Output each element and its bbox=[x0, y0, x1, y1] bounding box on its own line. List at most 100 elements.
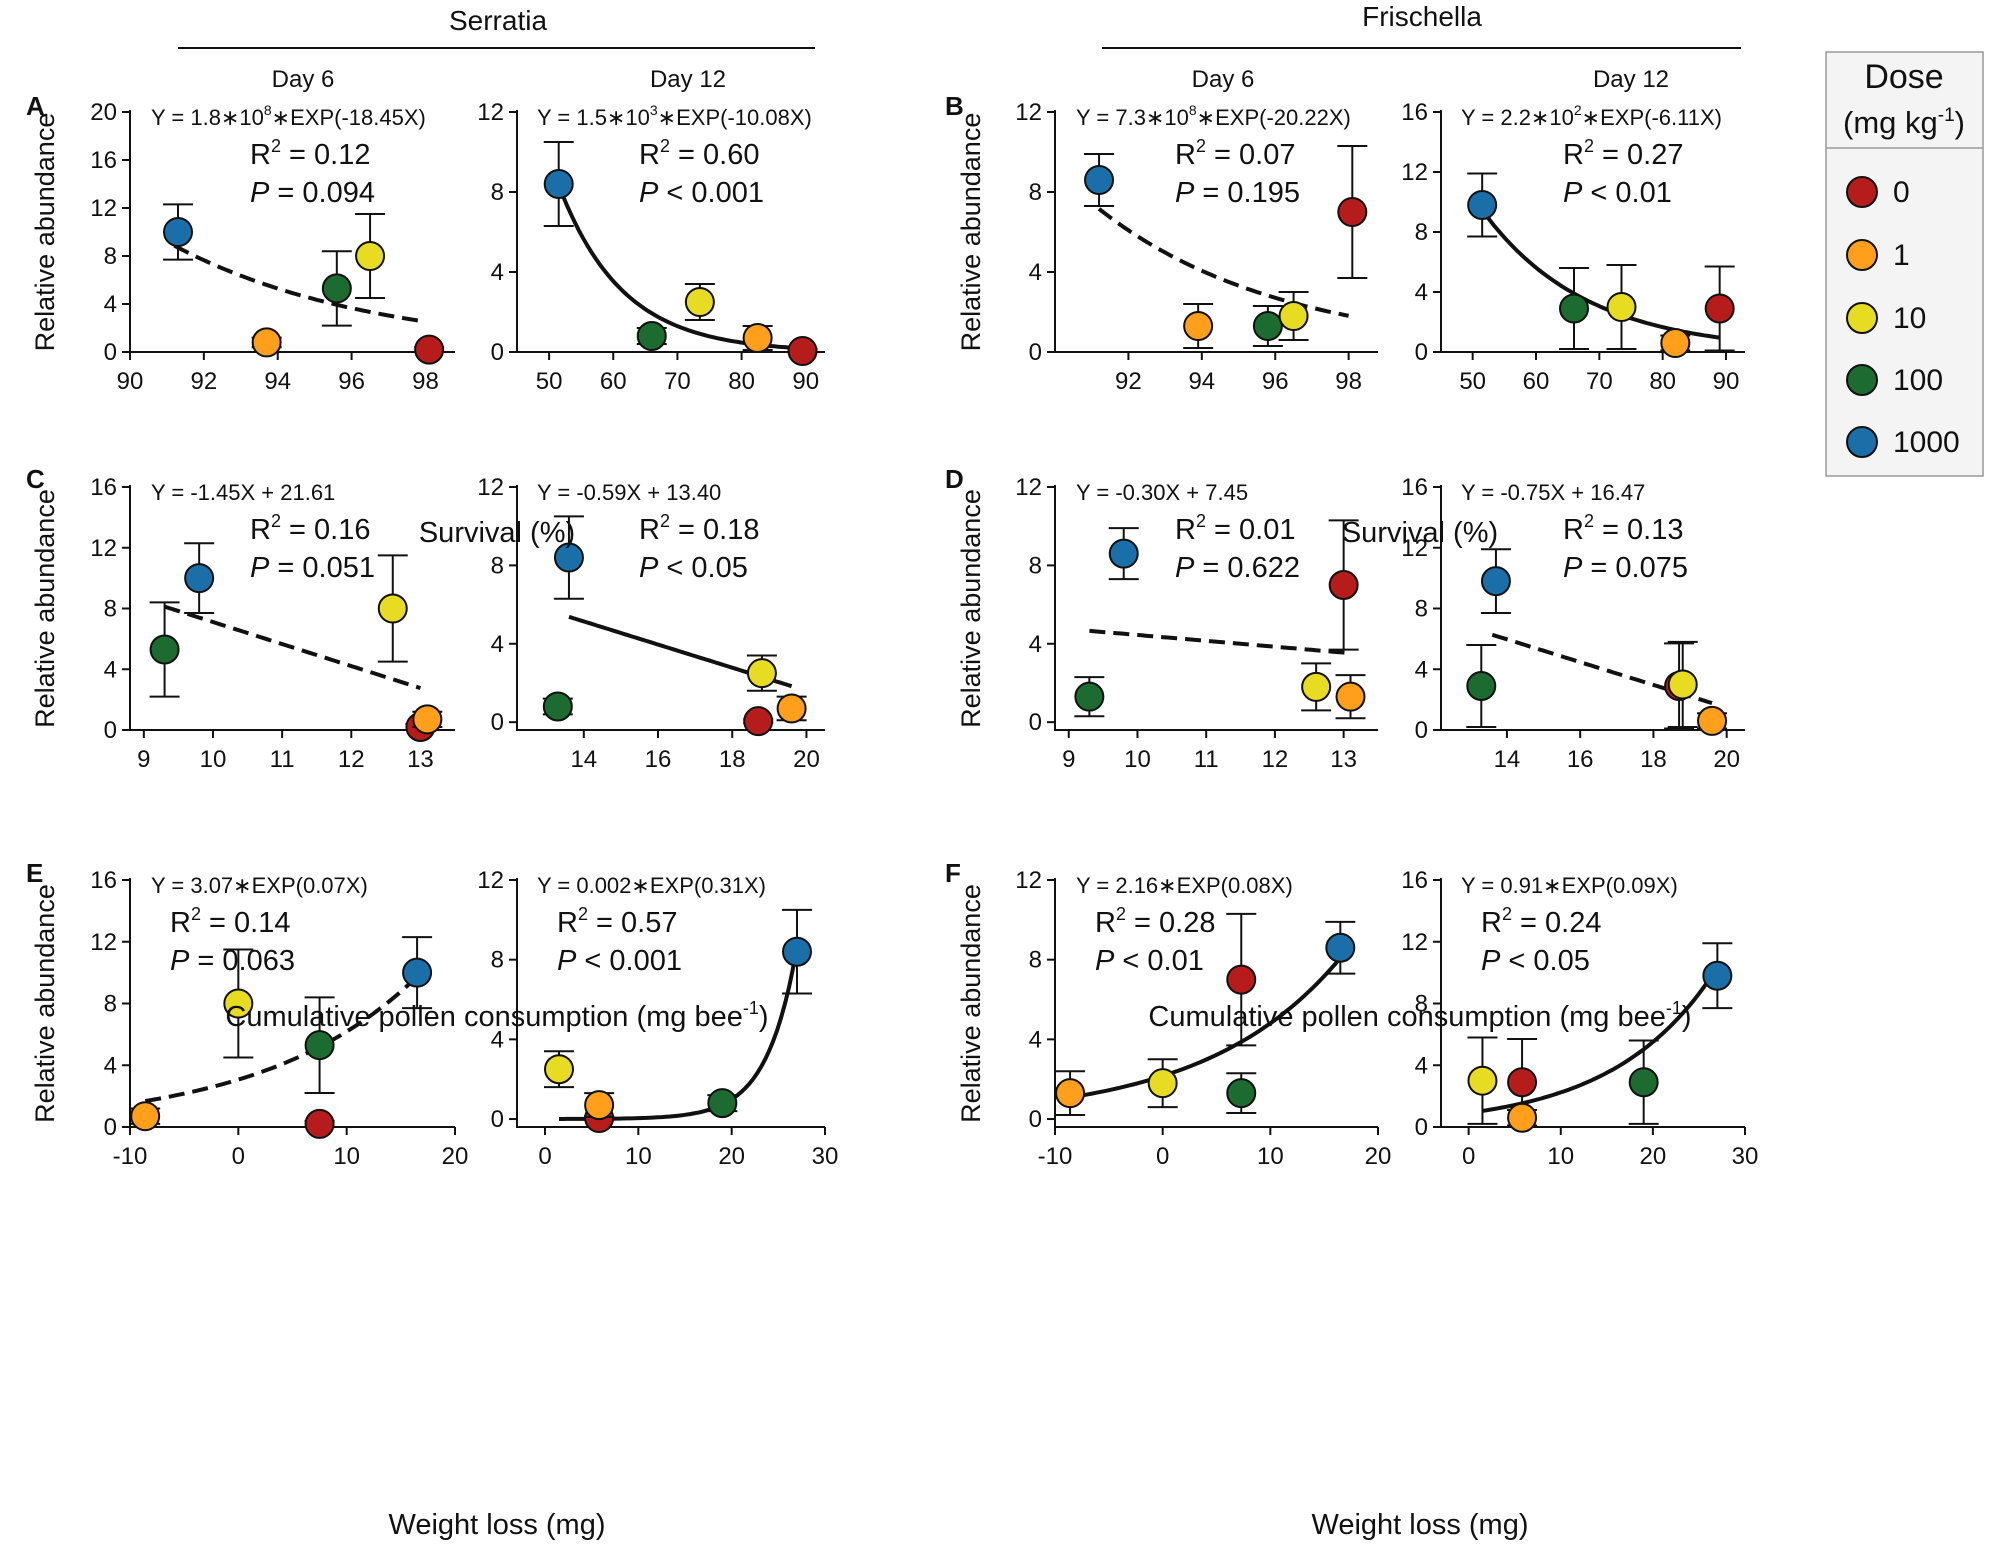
x-tick-label: 0 bbox=[1156, 1143, 1169, 1170]
data-point-dose-10 bbox=[1147, 1058, 1178, 1109]
y-tick-label: 8 bbox=[491, 947, 504, 974]
x-tick-label: 12 bbox=[1262, 746, 1289, 773]
r2-symbol: R bbox=[1175, 514, 1196, 546]
axes bbox=[1054, 878, 1378, 1128]
y-tick-label: 4 bbox=[1415, 1052, 1428, 1079]
point-marker bbox=[130, 1101, 161, 1132]
eq-times-sign: ∗ bbox=[1146, 105, 1164, 130]
p-space bbox=[1607, 177, 1615, 209]
y-tick-label: 8 bbox=[104, 243, 117, 270]
x-tick-label: 16 bbox=[645, 746, 672, 773]
point-marker bbox=[223, 988, 254, 1019]
p-space bbox=[1139, 945, 1147, 977]
data-point-dose-10 bbox=[544, 1050, 574, 1089]
data-point-dose-100 bbox=[1074, 676, 1105, 718]
y-tick-label: 8 bbox=[491, 179, 504, 206]
x-axis-label: Survival (%) bbox=[1342, 517, 1498, 549]
fit-equation: Y = 7.3∗108∗EXP(-20.22X) bbox=[1076, 102, 1351, 130]
r2-exponent: 2 bbox=[191, 904, 201, 924]
x-tick-label: 20 bbox=[718, 1143, 745, 1170]
point-marker bbox=[321, 273, 352, 304]
chart-F-day6: 0 4 8 12 -10 0 10 20 Y = 2.16∗EXP(0.08X) R2 = 0.2… bbox=[1015, 867, 1391, 1170]
x-tick-label: 30 bbox=[1732, 1143, 1759, 1170]
y-tick-label: 4 bbox=[104, 291, 117, 318]
eq-times-sign: ∗ bbox=[1582, 105, 1600, 130]
r2-symbol: R bbox=[1563, 514, 1584, 546]
y-tick-label: 4 bbox=[1029, 631, 1042, 658]
data-point-dose-1 bbox=[776, 693, 807, 724]
p-space bbox=[269, 552, 277, 584]
point-marker bbox=[414, 334, 445, 365]
x-tick-label: 60 bbox=[1523, 368, 1550, 395]
x-axis-label: Weight loss (mg) bbox=[1311, 1509, 1528, 1541]
p-space bbox=[683, 177, 691, 209]
r2-equals: = bbox=[588, 907, 621, 939]
point-marker bbox=[743, 706, 774, 737]
r2-symbol: R bbox=[250, 514, 271, 546]
x-label-text: Cumulative pollen consumption (mg bee bbox=[1148, 1001, 1665, 1033]
point-marker bbox=[707, 1088, 738, 1119]
data-point-dose-1000 bbox=[1467, 172, 1498, 238]
panel-letter-E: E bbox=[26, 858, 43, 888]
axes bbox=[516, 878, 825, 1128]
eq-part: EXP(0.08X) bbox=[1177, 873, 1293, 898]
x-axis-label: Weight loss (mg) bbox=[388, 1509, 605, 1541]
point-marker bbox=[782, 936, 812, 967]
p-space bbox=[1194, 177, 1202, 209]
y-tick-label: 0 bbox=[104, 717, 117, 744]
p-value: P < 0.001 bbox=[557, 945, 682, 977]
x-tick-label: 90 bbox=[117, 368, 144, 395]
p-space bbox=[1500, 945, 1508, 977]
group-title-serratia: Serratia bbox=[449, 5, 547, 36]
group-title-frischella: Frischella bbox=[1362, 1, 1482, 32]
legend-title: Dose bbox=[1864, 58, 1943, 96]
x-tick-label: 13 bbox=[407, 746, 434, 773]
data-point-dose-100 bbox=[1226, 1072, 1257, 1115]
point-marker bbox=[1660, 328, 1691, 358]
y-tick-label: 0 bbox=[1029, 1106, 1042, 1133]
p-symbol: P bbox=[250, 552, 270, 584]
eq-times-sign: ∗ bbox=[631, 873, 649, 898]
point-marker bbox=[1226, 1078, 1257, 1109]
y-tick-label: 8 bbox=[104, 991, 117, 1018]
y-tick-label: 8 bbox=[1029, 947, 1042, 974]
legend-swatch bbox=[1846, 426, 1878, 458]
x-tick-label: 10 bbox=[1124, 746, 1151, 773]
data-point-dose-1 bbox=[1055, 1070, 1086, 1117]
eq-part: EXP(-6.11X) bbox=[1600, 105, 1722, 130]
day-label-frischella-day12: Day 12 bbox=[1593, 66, 1669, 93]
r2-equals: = bbox=[1594, 514, 1627, 546]
r2-value: 0.60 bbox=[703, 139, 759, 171]
point-marker bbox=[684, 287, 715, 317]
data-point-dose-100 bbox=[304, 996, 335, 1095]
day-label-frischella-day6: Day 6 bbox=[1192, 66, 1255, 93]
legend-item-dose-10: 10 bbox=[1846, 302, 1926, 335]
x-tick-label: 16 bbox=[1567, 746, 1594, 773]
x-tick-label: 14 bbox=[1494, 746, 1521, 773]
y-tick-label: 0 bbox=[104, 339, 117, 366]
x-tick-label: 10 bbox=[333, 1143, 360, 1170]
y-tick-label: 4 bbox=[491, 1026, 504, 1053]
eq-part: EXP(-18.45X) bbox=[290, 105, 426, 130]
r2-value: 0.14 bbox=[234, 907, 290, 939]
point-marker bbox=[163, 217, 194, 247]
data-point-dose-0 bbox=[304, 1108, 335, 1139]
chart-F-day12: 0 4 8 12 16 0 10 20 30 Y = 0.91∗EXP(0.09X) R2 = 0.… bbox=[1401, 867, 1758, 1170]
x-tick-label: 20 bbox=[442, 1143, 469, 1170]
x-tick-label: 20 bbox=[793, 746, 820, 773]
point-marker bbox=[1108, 538, 1139, 569]
x-tick-label: 10 bbox=[625, 1143, 652, 1170]
y-tick-label: 8 bbox=[1415, 219, 1428, 246]
p-symbol: P bbox=[1563, 552, 1583, 584]
eq-exponent: 8 bbox=[264, 102, 272, 118]
fit-line bbox=[556, 184, 803, 351]
y-tick-label: 16 bbox=[1401, 99, 1428, 126]
point-marker bbox=[787, 336, 818, 366]
p-number: 0.051 bbox=[302, 552, 375, 584]
y-tick-label: 12 bbox=[1015, 867, 1042, 894]
data-point-dose-1000 bbox=[553, 515, 584, 600]
eq-exponent: 3 bbox=[650, 102, 658, 118]
y-tick-label: 16 bbox=[90, 147, 117, 174]
eq-times-sign: ∗ bbox=[1531, 105, 1549, 130]
